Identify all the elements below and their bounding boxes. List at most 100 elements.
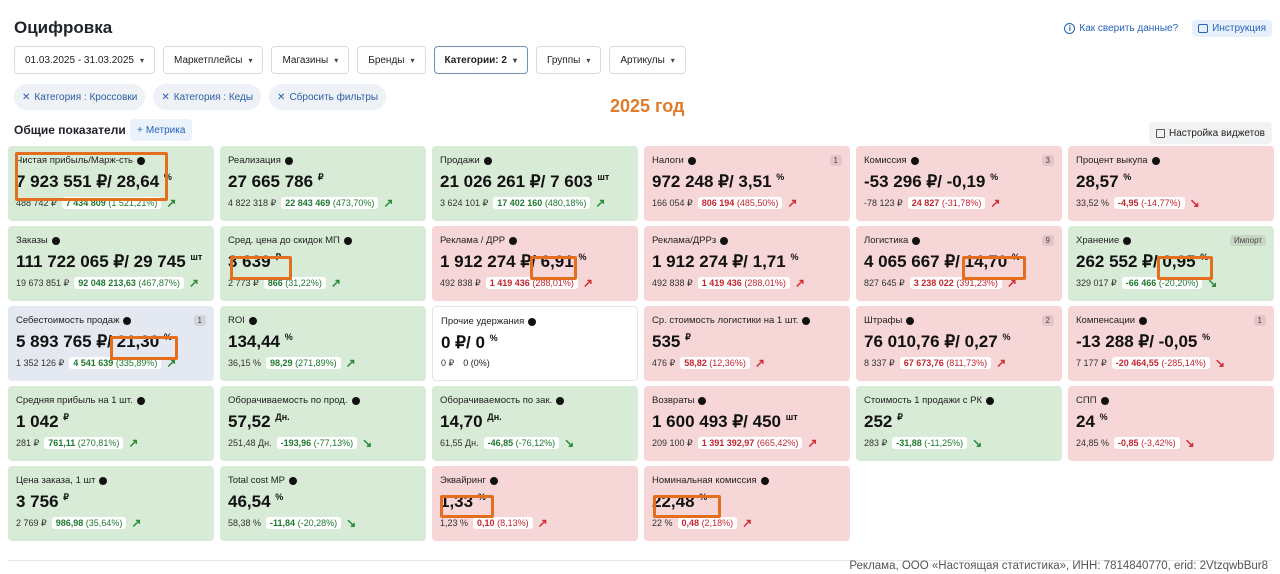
- metric-card[interactable]: Total cost MP 46,54 % 58,38 % -11,84 (-20,2…: [220, 466, 426, 541]
- metric-card[interactable]: Сред. цена до скидок МП 3 639 ₽2 773 ₽866…: [220, 226, 426, 301]
- metric-badge[interactable]: 1: [1253, 315, 1266, 326]
- metric-card[interactable]: Реклама/ДРРз 1 912 274 ₽/ 1,71 % 492 838 ₽…: [644, 226, 850, 301]
- articles-filter[interactable]: Артикулы ▾: [609, 46, 686, 74]
- add-metric-button[interactable]: + Метрика: [130, 119, 193, 141]
- info-icon[interactable]: [687, 156, 696, 165]
- metric-label: Номинальная комиссия: [652, 475, 842, 486]
- chip-category-keds[interactable]: ✕ Категория : Кеды: [153, 84, 262, 110]
- info-icon[interactable]: [760, 476, 769, 485]
- info-icon[interactable]: [802, 316, 811, 325]
- metric-card[interactable]: Ср. стоимость логистики на 1 шт. 535 ₽476…: [644, 306, 850, 381]
- info-icon[interactable]: [528, 317, 537, 326]
- metric-unit: %: [1099, 412, 1108, 422]
- info-icon[interactable]: [248, 316, 257, 325]
- info-icon[interactable]: [986, 396, 995, 405]
- metric-card[interactable]: Прочие удержания 0 ₽/ 0 % 0 ₽ 0 (0%): [432, 306, 638, 381]
- info-icon[interactable]: [99, 476, 108, 485]
- marketplaces-filter[interactable]: Маркетплейсы ▾: [163, 46, 264, 74]
- metric-value: 1 912 274 ₽/ 6,91 %: [440, 252, 630, 272]
- info-icon[interactable]: [720, 236, 729, 245]
- metric-card[interactable]: Штрафы 2 76 010,76 ₽/ 0,27 % 8 337 ₽ 67 673,…: [856, 306, 1062, 381]
- info-icon[interactable]: [910, 156, 919, 165]
- metric-card[interactable]: Стоимость 1 продажи с РК 252 ₽283 ₽ -31,88…: [856, 386, 1062, 461]
- metric-badge[interactable]: 1: [193, 315, 206, 326]
- metric-card[interactable]: Возвраты 1 600 493 ₽/ 450 шт 209 100 ₽ 1 39…: [644, 386, 850, 461]
- info-icon[interactable]: [51, 236, 60, 245]
- metric-value: 14,70 Дн.: [440, 412, 630, 432]
- metric-comparison: 0 ₽ 0 (0%): [441, 357, 629, 369]
- metric-card[interactable]: Продажи 21 026 261 ₽/ 7 603 шт 3 624 101 ₽…: [432, 146, 638, 221]
- metric-card[interactable]: Чистая прибыль/Марж-сть 7 923 551 ₽/ 28,6…: [8, 146, 214, 221]
- metric-value-text: 972 248 ₽/ 3,51: [652, 172, 772, 191]
- metric-unit: %: [1200, 252, 1209, 262]
- metric-label: Реализация: [228, 155, 418, 166]
- delta-pill: -20 464,55 (-285,14%): [1111, 357, 1210, 369]
- info-icon[interactable]: [137, 156, 145, 165]
- metric-comparison: 488 742 ₽ 7 434 809 (1 521,21%) ↗: [16, 196, 206, 210]
- metric-card[interactable]: Комиссия 3 -53 296 ₽/ -0,19 % -78 123 ₽ 24 8…: [856, 146, 1062, 221]
- delta-percent: (2,18%): [701, 518, 734, 528]
- info-icon[interactable]: [489, 476, 498, 485]
- info-icon[interactable]: [1139, 316, 1148, 325]
- info-icon[interactable]: [123, 316, 132, 325]
- date-range-filter[interactable]: 01.03.2025 - 31.03.2025 ▾: [14, 46, 155, 74]
- metric-label-text: Оборачиваемость по зак.: [440, 395, 553, 406]
- info-icon[interactable]: [289, 476, 298, 485]
- metric-card[interactable]: Себестоимость продаж 1 5 893 765 ₽/ 21,30 …: [8, 306, 214, 381]
- info-icon[interactable]: [136, 396, 145, 405]
- metric-card[interactable]: ROI 134,44 % 36,15 % 98,29 (271,89%) ↗: [220, 306, 426, 381]
- metric-badge[interactable]: 9: [1041, 235, 1054, 246]
- info-icon[interactable]: [351, 396, 360, 405]
- info-icon[interactable]: [912, 236, 921, 245]
- metric-card[interactable]: Цена заказа, 1 шт 3 756 ₽2 769 ₽986,98 (3…: [8, 466, 214, 541]
- info-icon[interactable]: [698, 396, 707, 405]
- info-icon[interactable]: [1100, 396, 1109, 405]
- info-icon[interactable]: [483, 156, 492, 165]
- categories-filter[interactable]: Категории: 2 ▾: [433, 46, 528, 74]
- metric-badge[interactable]: 1: [829, 155, 842, 166]
- widget-settings-button[interactable]: Настройка виджетов: [1148, 122, 1272, 144]
- brands-filter[interactable]: Бренды ▾: [357, 46, 426, 74]
- metric-comparison: 4 822 318 ₽ 22 843 469 (473,70%) ↗: [228, 196, 418, 210]
- delta-percent: (-11,25%): [924, 438, 964, 448]
- instruction-button[interactable]: Инструкция: [1192, 20, 1272, 37]
- groups-filter[interactable]: Группы ▾: [535, 46, 602, 74]
- close-icon[interactable]: ✕: [161, 91, 170, 103]
- metric-card[interactable]: Заказы 111 722 065 ₽/ 29 745 шт 19 673 851…: [8, 226, 214, 301]
- metric-card[interactable]: Реклама / ДРР 1 912 274 ₽/ 6,91 % 492 838 …: [432, 226, 638, 301]
- metric-card[interactable]: Оборачиваемость по прод. 57,52 Дн. 251,48 …: [220, 386, 426, 461]
- metric-card[interactable]: Процент выкупа 28,57 % 33,52 % -4,95 (-14,7…: [1068, 146, 1274, 221]
- metric-card[interactable]: СПП 24 % 24,85 % -0,85 (-3,42%) ↘: [1068, 386, 1274, 461]
- close-icon[interactable]: ✕: [22, 91, 31, 103]
- info-icon[interactable]: [343, 236, 352, 245]
- reset-filters-button[interactable]: ✕ Сбросить фильтры: [269, 84, 387, 110]
- info-icon[interactable]: [1151, 156, 1160, 165]
- metric-card[interactable]: Оборачиваемость по зак. 14,70 Дн. 61,55 Дн…: [432, 386, 638, 461]
- help-link[interactable]: i Как сверить данные?: [1064, 23, 1178, 34]
- metric-card[interactable]: Эквайринг 1,33 % 1,23 % 0,10 (8,13%) ↗: [432, 466, 638, 541]
- metric-card[interactable]: Реализация 27 665 786 ₽4 822 318 ₽22 843 …: [220, 146, 426, 221]
- info-icon[interactable]: [556, 396, 565, 405]
- metric-card[interactable]: Компенсации 1 -13 288 ₽/ -0,05 % 7 177 ₽ -20…: [1068, 306, 1274, 381]
- info-icon[interactable]: [284, 156, 293, 165]
- metric-card[interactable]: Логистика 9 4 065 667 ₽/ 14,70 % 827 645 ₽ 3…: [856, 226, 1062, 301]
- metric-card[interactable]: Средняя прибыль на 1 шт. 1 042 ₽281 ₽761,…: [8, 386, 214, 461]
- delta-percent: (35,64%): [85, 518, 123, 528]
- delta-percent: (12,36%): [709, 358, 746, 368]
- metric-card[interactable]: Хранение Импорт 262 552 ₽/ 0,95 % 329 017 ₽…: [1068, 226, 1274, 301]
- metric-card[interactable]: Налоги 1 972 248 ₽/ 3,51 % 166 054 ₽ 806 194…: [644, 146, 850, 221]
- delta-pill: 17 402 160 (480,18%): [493, 197, 591, 209]
- info-circle-icon: i: [1064, 23, 1076, 34]
- metric-unit: %: [163, 332, 172, 342]
- metric-badge[interactable]: 3: [1041, 155, 1054, 166]
- info-icon[interactable]: [509, 236, 518, 245]
- metric-badge[interactable]: 2: [1041, 315, 1054, 326]
- stores-filter[interactable]: Магазины ▾: [271, 46, 350, 74]
- metric-unit: %: [790, 252, 799, 262]
- previous-value: 1 352 126 ₽: [16, 357, 65, 368]
- chip-category-sneakers[interactable]: ✕ Категория : Кроссовки: [14, 84, 146, 110]
- metric-card[interactable]: Номинальная комиссия 22,48 % 22 % 0,48 (2,1…: [644, 466, 850, 541]
- metric-badge[interactable]: Импорт: [1230, 235, 1266, 246]
- info-icon[interactable]: [1123, 236, 1132, 245]
- info-icon[interactable]: [906, 316, 915, 325]
